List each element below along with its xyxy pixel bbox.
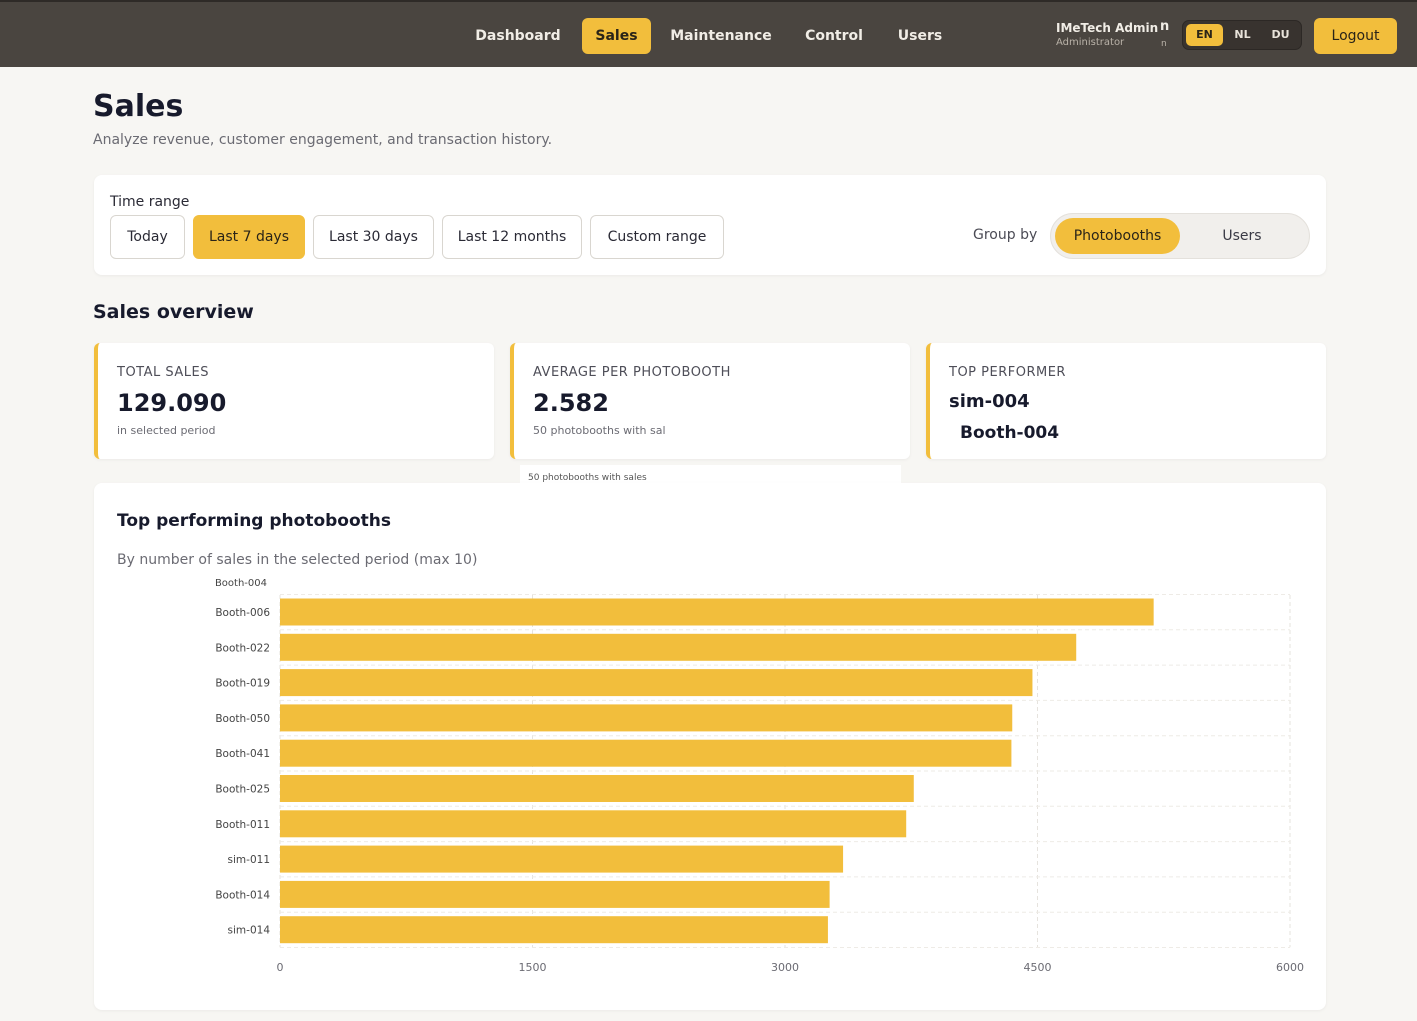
range-custom-button[interactable]: Custom range [590,215,724,259]
x-tick-label: 4500 [1024,961,1052,974]
nav-maintenance[interactable]: Maintenance [670,28,772,44]
y-tick-label: Booth-011 [215,819,270,831]
y-tick-label: sim-014 [228,925,271,937]
user-name: IMeTech Admin [1056,21,1159,35]
y-tick-label: Booth-050 [215,713,270,725]
chart-title: Top performing photobooths [117,511,392,531]
y-tick-label: sim-011 [228,854,270,866]
logout-button[interactable]: Logout [1314,18,1397,54]
stat-value: 2.582 [533,389,609,417]
nav-users[interactable]: Users [897,28,943,44]
tooltip: 50 photobooths with sales [520,465,901,484]
total-sales-card: TOTAL SALES 129.090 in selected period [94,343,494,459]
nav-dashboard[interactable]: Dashboard [475,28,561,44]
y-tick-label: Booth-041 [215,748,270,760]
bar [280,739,1012,767]
stat-label: TOP PERFORMER [949,365,1066,380]
bar [280,916,828,944]
top-photobooths-chart-card: Top performing photobooths By number of … [94,483,1326,1010]
language-nl-button[interactable]: NL [1234,28,1251,41]
bar [280,704,1013,732]
bar [280,775,914,802]
range-last-12-months-button[interactable]: Last 12 months [442,215,582,259]
page-title: Sales [93,89,184,124]
top-performer-booth: Booth-004 [960,423,1060,443]
bar [280,669,1033,697]
user-extra-subtext: n [1161,39,1167,49]
user-extra-text: n [1160,19,1170,34]
bar [280,810,907,838]
stat-subtext: 50 photobooths with sales [533,424,665,437]
y-extra-label: Booth-004 [215,578,267,589]
y-tick-label: Booth-006 [215,607,270,619]
nav-sales[interactable]: Sales [582,18,651,54]
x-tick-label: 0 [277,961,284,974]
filter-card: Time range Today Last 7 days Last 30 day… [94,175,1326,275]
time-range-label: Time range [110,194,190,210]
user-role: Administrator [1056,37,1125,48]
top-navigation-bar: Dashboard Sales Maintenance Control User… [0,0,1417,67]
range-last-7-days-button[interactable]: Last 7 days [193,215,305,259]
bar [280,880,830,908]
bar [280,845,844,873]
stat-subtext: in selected period [117,424,216,437]
stat-value: 129.090 [117,389,227,417]
page-subtitle: Analyze revenue, customer engagement, an… [93,132,553,148]
range-last-30-days-button[interactable]: Last 30 days [313,215,434,259]
y-tick-label: Booth-022 [215,642,270,654]
range-today-button[interactable]: Today [110,215,185,259]
group-photobooths-option[interactable]: Photobooths [1055,218,1180,254]
y-tick-label: Booth-019 [215,678,270,690]
language-en-button[interactable]: EN [1186,24,1223,46]
x-tick-label: 3000 [771,961,799,974]
nav-control[interactable]: Control [805,28,863,44]
y-tick-label: Booth-014 [215,889,270,901]
language-switcher: EN NL DU [1182,20,1302,50]
stat-label: TOTAL SALES [117,365,209,380]
y-tick-label: Booth-025 [215,784,270,796]
group-users-option[interactable]: Users [1222,228,1262,244]
bar [280,633,1077,661]
top-performer-card: TOP PERFORMER sim-004 Booth-004 [926,343,1326,459]
bar [280,598,1154,626]
chart-subtitle: By number of sales in the selected perio… [117,552,478,568]
bar-chart: 0 1500 3000 4500 6000 Booth-004 Booth-006 Booth… [215,578,1304,974]
sales-overview-title: Sales overview [93,301,254,323]
stat-value: sim-004 [949,391,1030,412]
group-by-label: Group by [973,227,1038,243]
x-tick-label: 1500 [519,961,547,974]
group-by-toggle: Photobooths Users [1050,213,1310,259]
stat-label: AVERAGE PER PHOTOBOOTH [533,365,731,380]
average-per-photobooth-card: AVERAGE PER PHOTOBOOTH 2.582 50 photoboo… [510,343,910,459]
x-tick-label: 6000 [1276,961,1304,974]
language-du-button[interactable]: DU [1271,28,1290,41]
